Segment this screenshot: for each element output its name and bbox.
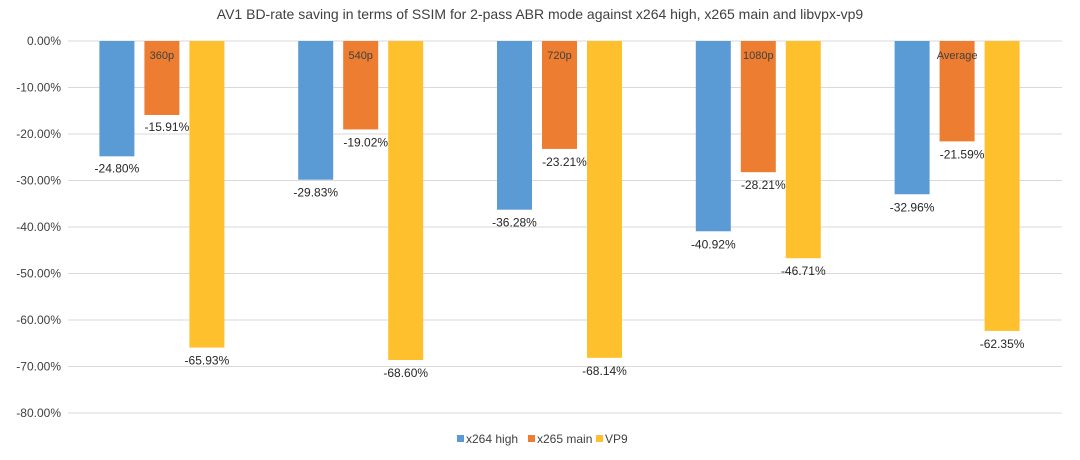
bar-vp9-average	[984, 41, 1020, 331]
y-tick-label: -50.00%	[16, 267, 61, 281]
category-label: Average	[937, 50, 978, 62]
category-label: 720p	[547, 50, 571, 62]
legend-label: VP9	[605, 432, 628, 446]
chart-title: AV1 BD-rate saving in terms of SSIM for …	[217, 6, 864, 22]
data-label: -32.96%	[890, 200, 935, 214]
bar-x264-high-540p	[298, 41, 334, 180]
y-tick-label: -60.00%	[16, 313, 61, 327]
category-label: 540p	[348, 50, 372, 62]
legend-swatch	[528, 435, 535, 442]
bar-x265-main-720p	[542, 41, 577, 149]
bar-x264-high-720p	[497, 41, 532, 210]
bar-vp9-540p	[388, 41, 424, 360]
legend-swatch	[457, 435, 464, 442]
bar-x264-high-1080p	[695, 41, 731, 232]
data-label: -28.21%	[741, 178, 786, 192]
bar-x264-high-360p	[99, 41, 135, 157]
data-label: -68.14%	[582, 364, 627, 378]
data-label: -36.28%	[492, 216, 537, 230]
bar-x264-high-average	[894, 41, 930, 195]
bar-vp9-720p	[587, 41, 622, 358]
y-tick-label: -20.00%	[16, 127, 61, 141]
y-tick-label: -80.00%	[16, 406, 61, 420]
data-label: -21.59%	[940, 147, 985, 161]
y-tick-label: -40.00%	[16, 220, 61, 234]
y-tick-label: -10.00%	[16, 81, 61, 95]
y-tick-label: -70.00%	[16, 360, 61, 374]
data-label: -62.35%	[980, 337, 1025, 351]
y-tick-label: -30.00%	[16, 174, 61, 188]
category-label: 360p	[150, 50, 174, 62]
bar-x265-main-540p	[343, 41, 379, 130]
bar-x265-main-360p	[144, 41, 180, 115]
y-tick-label: 0.00%	[27, 34, 61, 48]
data-label: -19.02%	[343, 135, 388, 149]
data-label: -68.60%	[383, 366, 428, 380]
legend-swatch	[596, 435, 603, 442]
data-label: -29.83%	[293, 186, 338, 200]
category-label: 1080p	[743, 50, 774, 62]
data-label: -46.71%	[781, 264, 826, 278]
data-label: -23.21%	[542, 155, 587, 169]
data-label: -40.92%	[691, 237, 736, 251]
legend-label: x264 high	[466, 432, 518, 446]
bar-vp9-1080p	[785, 41, 821, 259]
data-label: -65.93%	[185, 354, 230, 368]
bar-vp9-360p	[189, 41, 225, 348]
data-label: -24.80%	[95, 161, 140, 175]
legend-label: x265 main	[537, 432, 592, 446]
bar-x265-main-1080p	[740, 41, 776, 173]
data-label: -15.91%	[145, 120, 190, 134]
bar-x265-main-average	[939, 41, 975, 142]
